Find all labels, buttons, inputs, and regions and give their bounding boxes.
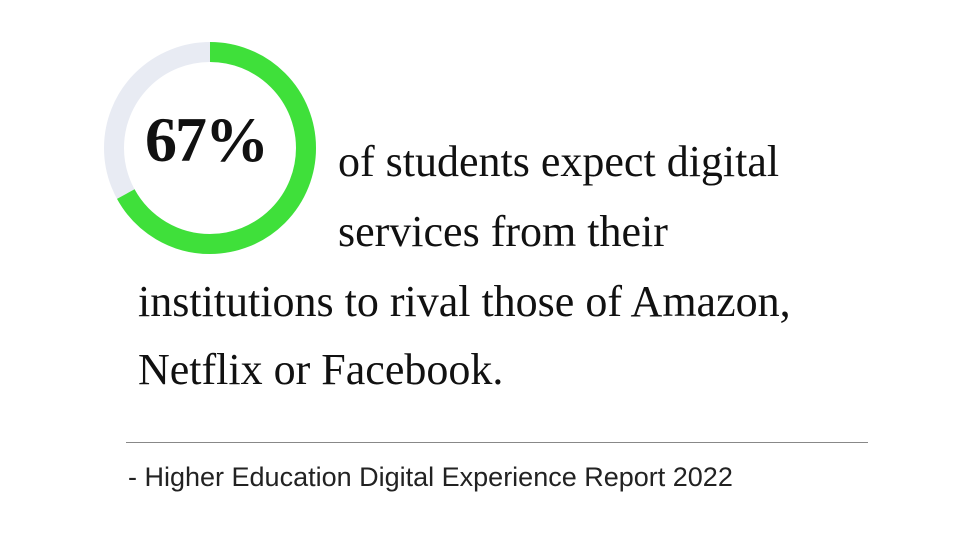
divider xyxy=(126,442,868,443)
source-citation: - Higher Education Digital Experience Re… xyxy=(128,462,733,492)
statement-line-4: Netflix or Facebook. xyxy=(138,345,504,394)
donut-chart: 67% xyxy=(100,38,320,258)
statement-line-3: institutions to rival those of Amazon, xyxy=(138,277,791,326)
donut-value-arc xyxy=(104,42,316,254)
percent-label: 67% xyxy=(145,104,269,175)
statement-line-2: services from their xyxy=(338,207,668,256)
statement-line-1: of students expect digital xyxy=(338,137,780,186)
donut-svg xyxy=(104,42,316,254)
